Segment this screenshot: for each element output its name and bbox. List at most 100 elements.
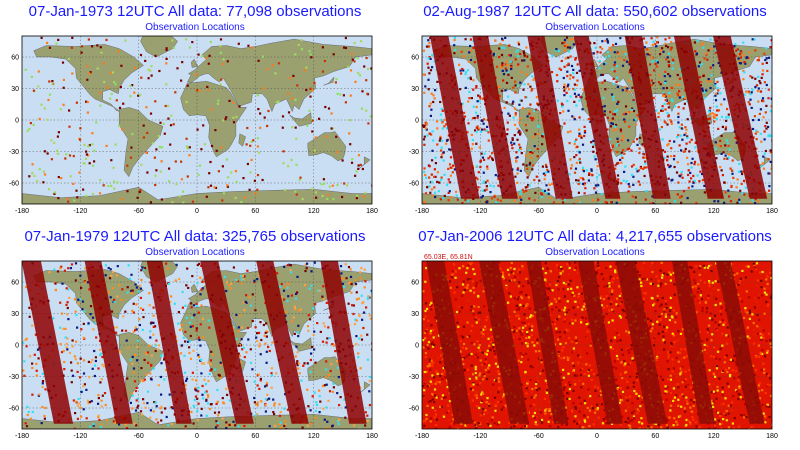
observation-point [178, 278, 181, 281]
observation-point [723, 361, 726, 364]
observation-point [673, 140, 676, 143]
observation-point [664, 121, 667, 124]
observation-point [567, 88, 571, 91]
observation-point [423, 393, 426, 396]
observation-point [448, 163, 452, 166]
observation-point [530, 89, 533, 92]
observation-point [624, 377, 627, 380]
observation-point [56, 152, 59, 155]
observation-point [614, 110, 617, 113]
observation-point [354, 80, 357, 83]
observation-point [601, 81, 604, 84]
observation-point [138, 323, 141, 327]
observation-point [321, 384, 325, 388]
observation-point [439, 198, 442, 201]
observation-point [472, 105, 475, 108]
observation-point [473, 343, 476, 346]
observation-point [427, 88, 430, 91]
observation-point [532, 135, 535, 138]
observation-point [446, 382, 449, 385]
observation-point [87, 38, 90, 41]
observation-point [424, 307, 427, 310]
observation-point [620, 161, 623, 164]
observation-point [438, 139, 441, 142]
observation-point [459, 88, 462, 91]
observation-point [230, 282, 233, 285]
observation-point [599, 296, 602, 300]
observation-point [77, 302, 80, 305]
observation-point [177, 311, 180, 314]
observation-point [645, 41, 648, 44]
observation-point [664, 42, 667, 45]
observation-point [749, 98, 752, 101]
observation-point [75, 189, 78, 192]
observation-point [482, 328, 485, 331]
observation-point [519, 131, 522, 134]
observation-point [673, 165, 676, 169]
observation-point [677, 404, 680, 407]
observation-point [425, 413, 428, 417]
observation-point [716, 86, 719, 90]
observation-point [343, 46, 346, 49]
observation-point [362, 326, 365, 330]
observation-point [567, 283, 570, 286]
observation-point [54, 289, 57, 292]
observation-point [94, 356, 97, 359]
observation-point [660, 340, 663, 343]
observation-point [60, 312, 64, 315]
observation-point [501, 37, 504, 40]
observation-point [468, 335, 471, 338]
observation-point [583, 125, 586, 128]
observation-point [288, 263, 291, 266]
observation-point [664, 315, 667, 318]
observation-point [568, 322, 571, 325]
observation-point [301, 198, 304, 201]
observation-point [481, 189, 484, 192]
map-frame [21, 35, 373, 205]
observation-point [527, 323, 530, 326]
observation-point [130, 273, 133, 276]
observation-point [578, 69, 581, 72]
observation-point [613, 327, 617, 331]
observation-point [475, 176, 478, 179]
observation-point [722, 151, 725, 154]
observation-point [754, 77, 757, 80]
observation-point [719, 139, 722, 142]
observation-point [743, 61, 746, 64]
observation-point [169, 300, 172, 304]
observation-point [279, 421, 282, 424]
observation-point [440, 149, 443, 152]
observation-point [538, 407, 541, 410]
observation-point [754, 85, 757, 89]
observation-point [237, 352, 240, 355]
observation-point [360, 334, 363, 337]
observation-point [97, 402, 100, 405]
observation-point [555, 263, 559, 266]
observation-point [306, 262, 309, 265]
observation-point [154, 174, 157, 177]
observation-point [612, 82, 615, 86]
observation-point [141, 266, 144, 269]
observation-point [256, 93, 259, 97]
observation-point [638, 147, 641, 150]
observation-point [482, 378, 485, 381]
observation-point [680, 357, 683, 360]
observation-point [463, 115, 467, 118]
observation-point [666, 360, 669, 363]
observation-point [725, 139, 728, 142]
observation-point [575, 138, 578, 141]
observation-point [681, 176, 684, 179]
observation-point [599, 202, 602, 204]
observation-point [655, 109, 658, 112]
observation-point [504, 63, 507, 66]
observation-point [519, 81, 522, 84]
observation-point [258, 345, 261, 348]
observation-point [440, 397, 443, 400]
observation-point [203, 378, 206, 381]
observation-point [717, 89, 720, 92]
observation-point [135, 286, 138, 289]
observation-point [430, 188, 433, 191]
observation-point [350, 161, 354, 164]
observation-point [241, 326, 244, 329]
observation-point [339, 396, 342, 399]
